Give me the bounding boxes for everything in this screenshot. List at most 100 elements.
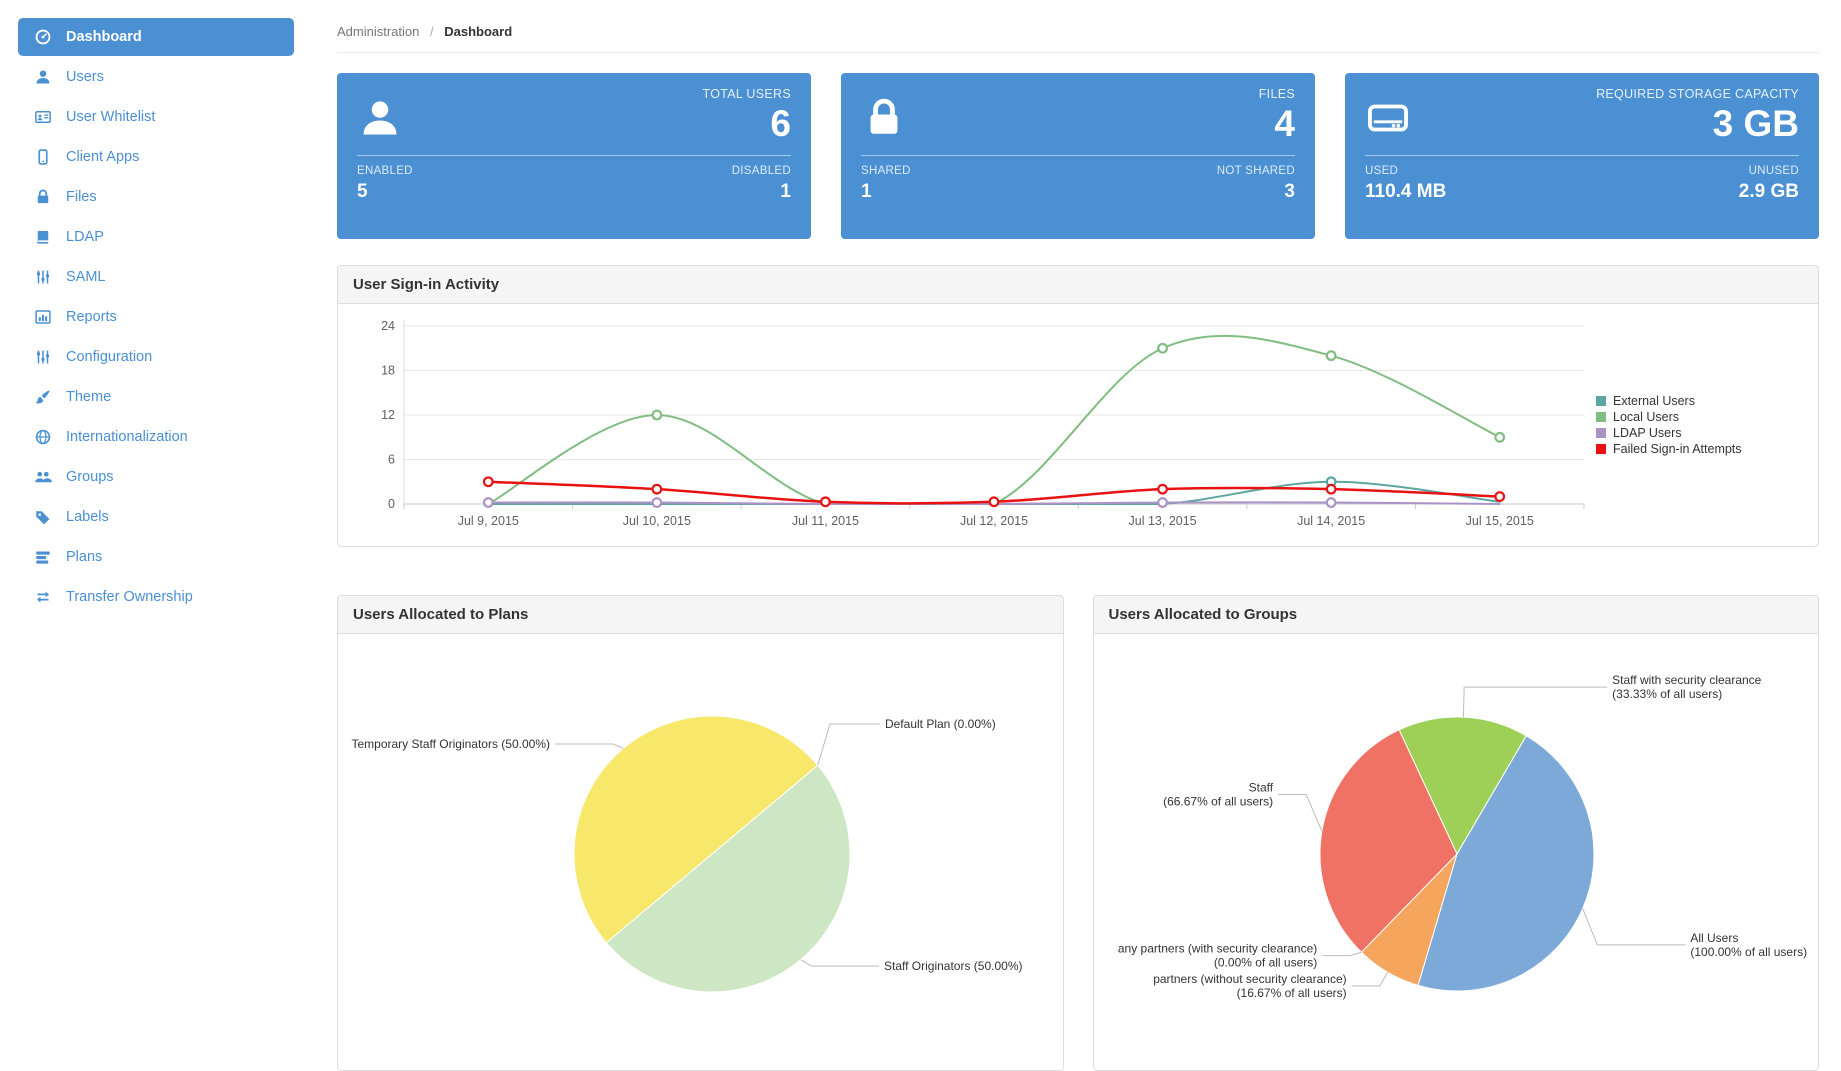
sidebar-item-label: Internationalization: [66, 429, 188, 445]
sidebar-item-files[interactable]: Files: [18, 178, 294, 216]
sidebar-item-label: Plans: [66, 549, 103, 565]
stat-card-value: 3 GB: [1712, 103, 1799, 144]
stat-card-divider: [861, 155, 1295, 157]
stat-sub-value: 3: [1284, 181, 1295, 203]
pie-plans-svg: Default Plan (0.00%) Staff Originators (5…: [351, 715, 1023, 993]
sidebar-item-saml[interactable]: SAML: [18, 258, 294, 296]
signin-activity-chart-body: 0 6 12 18 24 Jul 9, 2015 Jul 10, 2015 Jul 11, 2…: [338, 304, 1818, 546]
stat-card-label: FILES: [1258, 87, 1295, 101]
breadcrumb-parent[interactable]: Administration: [337, 24, 420, 39]
legend-label: External Users: [1613, 394, 1695, 408]
plans-icon: [35, 551, 50, 564]
svg-text:6: 6: [388, 453, 395, 467]
plans-pie-chart: Default Plan (0.00%) Staff Originators (5…: [338, 634, 1063, 1070]
legend-label: Local Users: [1613, 410, 1679, 424]
legend-item-failed-sign-in-attempts[interactable]: Failed Sign-in Attempts: [1596, 442, 1791, 456]
legend-item-external-users[interactable]: External Users: [1596, 394, 1791, 408]
sidebar: Dashboard Users User Whitelist Client Apps F…: [0, 0, 312, 1030]
stat-sub-label: SHARED: [861, 165, 911, 178]
pie-slice-all-users[interactable]: [1416, 735, 1594, 992]
stat-card-required-storage-capacity: REQUIRED STORAGE CAPACITY 3 GB USED 110.4 M…: [1345, 73, 1819, 239]
svg-text:Jul 10, 2015: Jul 10, 2015: [623, 514, 691, 528]
legend-label: Failed Sign-in Attempts: [1613, 442, 1742, 456]
sidebar-item-internationalization[interactable]: Internationalization: [18, 418, 294, 456]
pie-label-connector: [555, 743, 624, 749]
pie-slice-temporary-staff-originators[interactable]: [573, 715, 819, 944]
sidebar-item-transfer-ownership[interactable]: Transfer Ownership: [18, 578, 294, 616]
paint-brush-icon: [34, 390, 50, 404]
group-icon: [34, 471, 52, 483]
sidebar-item-users[interactable]: Users: [18, 58, 294, 96]
svg-text:18: 18: [381, 364, 395, 378]
pie-label-connector: [1277, 793, 1322, 832]
signin-activity-panel: User Sign-in Activity 0 6 12 18 24 Jul 9, 201…: [337, 265, 1819, 547]
pie-label-any-partners-with-security-clearance: any partners (with security clearance) (0…: [1117, 942, 1316, 970]
sidebar-item-label: Client Apps: [66, 149, 140, 165]
stat-sub-value: 1: [861, 181, 872, 203]
stat-sub-label: DISABLED: [731, 165, 791, 178]
pie-label-connector: [1351, 971, 1388, 987]
mobile-icon: [37, 149, 48, 165]
stat-sub-value: 2.9 GB: [1738, 181, 1799, 203]
user-icon: [363, 101, 397, 135]
globe-icon: [35, 429, 50, 445]
sidebar-item-theme[interactable]: Theme: [18, 378, 294, 416]
pie-label-all-users: All Users (100.00% of all users): [1690, 931, 1807, 959]
pie-label-connector: [817, 723, 880, 766]
pie-label-connector: [1581, 908, 1685, 946]
sidebar-item-groups[interactable]: Groups: [18, 458, 294, 496]
legend-item-ldap-users[interactable]: LDAP Users: [1596, 426, 1791, 440]
stat-card-label: REQUIRED STORAGE CAPACITY: [1596, 87, 1799, 101]
sidebar-item-labels[interactable]: Labels: [18, 498, 294, 536]
pie-label-connector: [800, 959, 879, 967]
stat-card-bottom: SHARED 1 NOT SHARED 3: [861, 165, 1295, 203]
legend-item-local-users[interactable]: Local Users: [1596, 410, 1791, 424]
groups-pie-panel: Users Allocated to Groups Staff with sec…: [1092, 595, 1819, 1071]
sidebar-item-reports[interactable]: Reports: [18, 298, 294, 336]
pie-label-staff-with-security-clearance: Staff with security clearance (33.33% of …: [1612, 673, 1762, 701]
sidebar-item-label: SAML: [66, 269, 106, 285]
sidebar-item-client-apps[interactable]: Client Apps: [18, 138, 294, 176]
sidebar-item-configuration[interactable]: Configuration: [18, 338, 294, 376]
stat-sub-label: USED: [1365, 165, 1399, 178]
svg-text:Jul 9, 2015: Jul 9, 2015: [458, 514, 519, 528]
sidebar-item-plans[interactable]: Plans: [18, 538, 294, 576]
stat-sub-value: 110.4 MB: [1365, 181, 1447, 203]
pie-label-connector: [1462, 686, 1607, 718]
sidebar-item-label: Theme: [66, 389, 112, 405]
legend-swatch: [1596, 396, 1606, 406]
pie-groups-svg: Staff with security clearance (33.33% of …: [1117, 673, 1807, 1000]
sliders-icon: [36, 270, 49, 284]
svg-text:Jul 13, 2015: Jul 13, 2015: [1129, 514, 1197, 528]
sidebar-item-ldap[interactable]: LDAP: [18, 218, 294, 256]
stat-card-bottom: ENABLED 5 DISABLED 1: [357, 165, 791, 203]
sidebar-item-label: Configuration: [66, 349, 153, 365]
stat-card-top: REQUIRED STORAGE CAPACITY 3 GB: [1365, 87, 1799, 147]
pie-slice-staff-originators[interactable]: [605, 764, 851, 993]
stat-cards-row: TOTAL USERS 6 ENABLED 5 DISABLED 1 FILES 4 SHARE…: [337, 73, 1819, 239]
stat-card-value: 6: [770, 103, 791, 144]
pie-label-staff: Staff (66.67% of all users): [1163, 780, 1274, 808]
stat-card-value: 4: [1274, 103, 1295, 144]
dashboard-icon: [35, 29, 50, 45]
svg-text:Jul 11, 2015: Jul 11, 2015: [792, 514, 859, 528]
pie-label-partners-without-security-clearance: partners (without security clearance) (16…: [1153, 972, 1346, 1000]
svg-text:0: 0: [388, 497, 395, 511]
stat-sub-value: 1: [780, 181, 791, 203]
stat-sub-value: 5: [357, 181, 368, 203]
svg-text:Jul 12, 2015: Jul 12, 2015: [960, 514, 1028, 528]
svg-text:Jul 14, 2015: Jul 14, 2015: [1297, 514, 1365, 528]
chart-legend: External Users Local Users LDAP Users Faile…: [1596, 392, 1791, 458]
sidebar-item-dashboard[interactable]: Dashboard: [18, 18, 294, 56]
sidebar-item-label: LDAP: [66, 229, 104, 245]
sidebar-item-user-whitelist[interactable]: User Whitelist: [18, 98, 294, 136]
tags-icon: [35, 511, 49, 525]
stat-card-label: TOTAL USERS: [702, 87, 791, 101]
exchange-icon: [36, 591, 49, 603]
sidebar-item-label: Groups: [66, 469, 114, 485]
breadcrumb-divider: [337, 52, 1819, 53]
bar-chart-icon: [34, 310, 51, 324]
pie-label-default-plan: Default Plan (0.00%): [885, 717, 996, 731]
stat-card-top: FILES 4: [861, 87, 1295, 147]
main-content: Administration / Dashboard TOTAL USERS 6 E…: [337, 0, 1819, 1071]
